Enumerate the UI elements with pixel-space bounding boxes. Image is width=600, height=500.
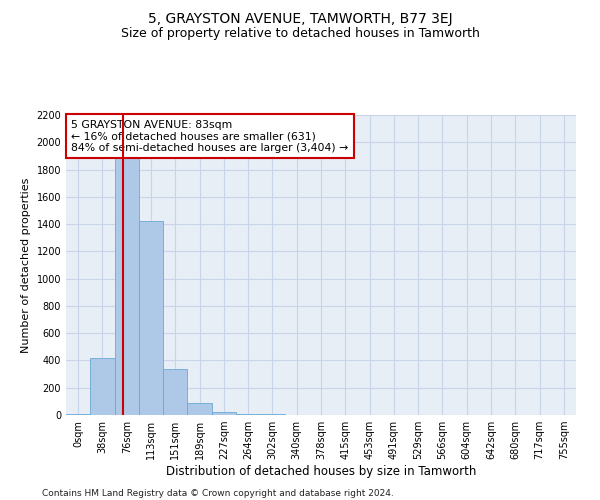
X-axis label: Distribution of detached houses by size in Tamworth: Distribution of detached houses by size … — [166, 465, 476, 478]
Bar — [139, 222, 163, 415]
Bar — [260, 414, 284, 415]
Text: Size of property relative to detached houses in Tamworth: Size of property relative to detached ho… — [121, 28, 479, 40]
Bar — [212, 412, 236, 415]
Bar — [66, 414, 90, 415]
Bar — [236, 414, 260, 415]
Y-axis label: Number of detached properties: Number of detached properties — [21, 178, 31, 352]
Bar — [115, 156, 139, 415]
Text: 5, GRAYSTON AVENUE, TAMWORTH, B77 3EJ: 5, GRAYSTON AVENUE, TAMWORTH, B77 3EJ — [148, 12, 452, 26]
Bar — [163, 368, 187, 415]
Text: Contains HM Land Registry data © Crown copyright and database right 2024.: Contains HM Land Registry data © Crown c… — [42, 488, 394, 498]
Bar — [90, 358, 115, 415]
Text: 5 GRAYSTON AVENUE: 83sqm
← 16% of detached houses are smaller (631)
84% of semi-: 5 GRAYSTON AVENUE: 83sqm ← 16% of detach… — [71, 120, 349, 152]
Bar — [187, 402, 212, 415]
